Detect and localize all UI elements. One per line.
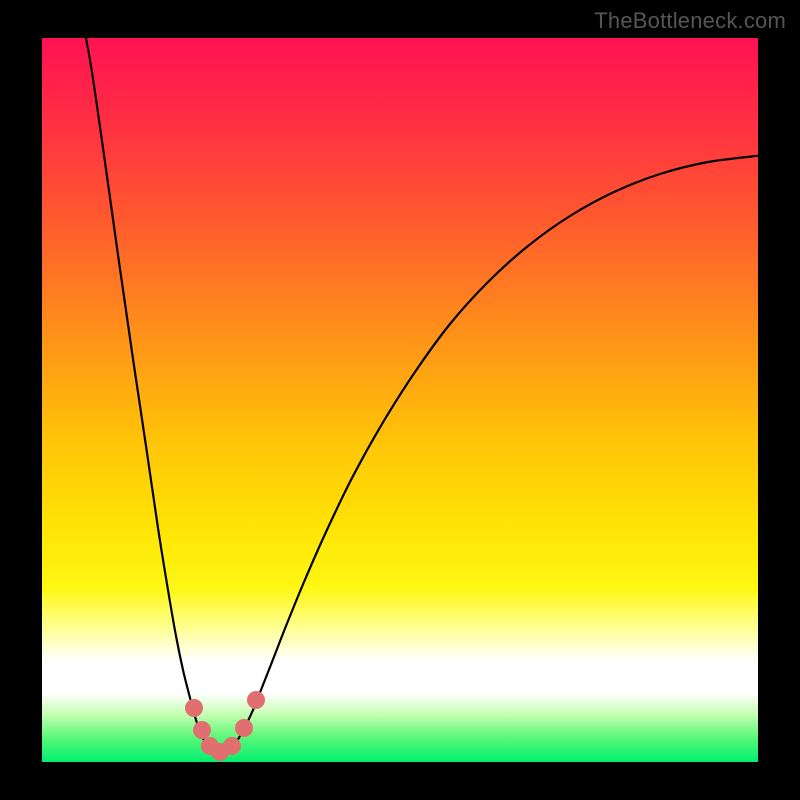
- curve-marker: [223, 737, 241, 755]
- curve-marker: [247, 691, 265, 709]
- curve-marker: [193, 721, 211, 739]
- plot-background: [42, 38, 758, 762]
- chart-container: TheBottleneck.com: [0, 0, 800, 800]
- watermark-text: TheBottleneck.com: [594, 8, 786, 34]
- curve-marker: [235, 719, 253, 737]
- bottleneck-chart: [0, 0, 800, 800]
- curve-marker: [185, 699, 203, 717]
